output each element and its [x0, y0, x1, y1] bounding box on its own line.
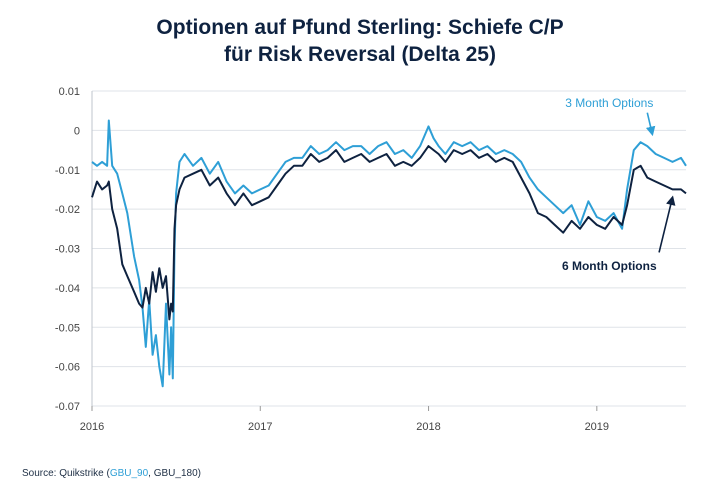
source-link-gbu90[interactable]: GBU_90	[109, 468, 149, 479]
y-tick-label: -0.05	[55, 322, 80, 334]
chart-title: Optionen auf Pfund Sterling: Schiefe C/P…	[0, 14, 720, 68]
y-tick-label: -0.02	[55, 204, 80, 216]
x-tick-label: 2017	[248, 421, 272, 433]
chart-title-line-2: für Risk Reversal (Delta 25)	[224, 43, 496, 66]
y-tick-label: -0.07	[55, 401, 80, 413]
chart-title-line-1: Optionen auf Pfund Sterling: Schiefe C/P	[156, 16, 564, 39]
series-line-3-month	[91, 119, 687, 388]
y-tick-label: -0.03	[55, 244, 80, 256]
series-line-6-month	[91, 145, 687, 321]
x-tick-label: 2019	[585, 421, 609, 433]
y-tick-label: -0.01	[55, 165, 80, 177]
y-tick-label: -0.04	[55, 283, 80, 295]
y-tick-label: -0.06	[55, 362, 80, 374]
annotation-3-month-options: 3 Month Options	[565, 96, 653, 110]
annotation-6-month-options: 6 Month Options	[562, 259, 657, 273]
line-chart: 0.01 0 -0.01 -0.02 -0.03 -0.04 -0.05 -0.06 -0.07…	[55, 86, 687, 433]
source-prefix: Source: Quikstrike (	[22, 468, 110, 479]
annotation-arrow-3-month	[645, 112, 656, 137]
source-note: Source: Quikstrike (GBU_90, GBU_180)	[22, 468, 201, 479]
source-rest: , GBU_180)	[148, 468, 201, 479]
y-tick-label: 0	[74, 125, 80, 137]
x-tick-label: 2018	[416, 421, 440, 433]
annotation-arrow-6-month	[658, 195, 676, 253]
y-tick-label: 0.01	[59, 86, 80, 98]
x-tick-label: 2016	[80, 421, 104, 433]
